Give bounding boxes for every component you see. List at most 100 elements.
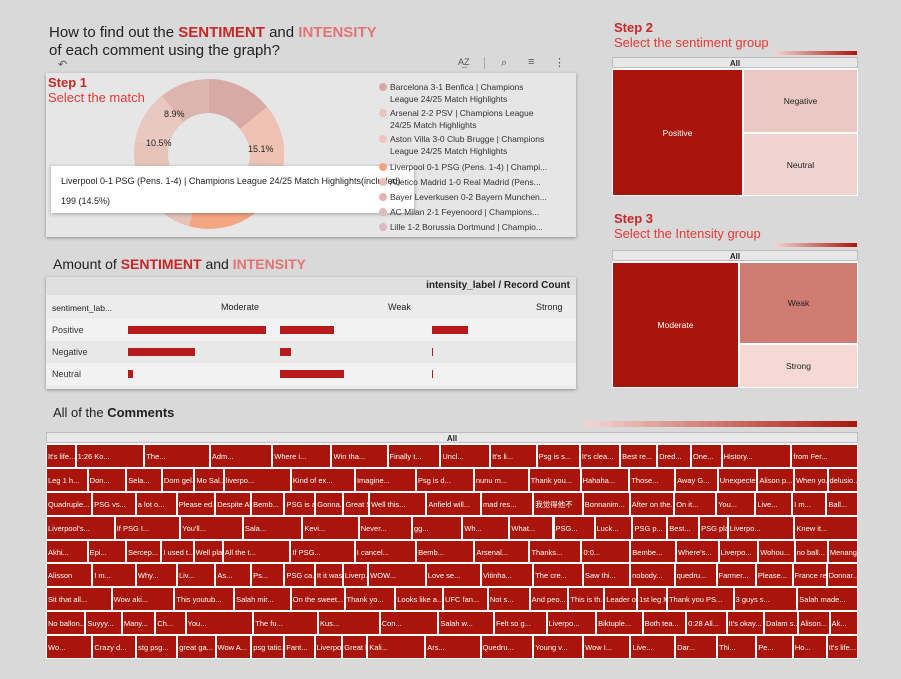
comment-tile[interactable]: Great Sav... bbox=[343, 491, 370, 516]
bar-neutral-weak[interactable] bbox=[280, 370, 344, 378]
comment-tile[interactable]: UFC fan... bbox=[443, 587, 488, 612]
comment-tile[interactable]: Liverp... bbox=[342, 563, 369, 588]
legend-item[interactable]: Aston Villa 3-0 Club Brugge | Champions L… bbox=[379, 133, 544, 157]
comment-tile[interactable]: Those... bbox=[629, 467, 676, 492]
comment-tile[interactable]: Quadruple... bbox=[46, 491, 93, 516]
comment-tile[interactable]: PSG ca... bbox=[284, 563, 315, 588]
comment-tile[interactable]: Don... bbox=[87, 467, 127, 492]
comment-tile[interactable]: Pe... bbox=[756, 635, 793, 659]
comment-tile[interactable]: Liv... bbox=[176, 563, 216, 588]
comment-tile[interactable]: Psg is s... bbox=[536, 444, 580, 468]
table-row[interactable]: Neutral bbox=[46, 363, 576, 385]
comment-tile[interactable]: Liverpo... bbox=[718, 539, 759, 564]
legend-item[interactable]: Lille 1-2 Borussia Dortmund | Champio... bbox=[379, 221, 543, 233]
legend-item[interactable]: Barcelona 3-1 Benfica | Champions League … bbox=[379, 81, 524, 105]
comment-tile[interactable]: It's clea... bbox=[579, 444, 621, 468]
comment-tile[interactable]: Where's... bbox=[676, 539, 719, 564]
comment-tile[interactable]: 0:0... bbox=[581, 539, 631, 564]
col-header-moderate[interactable]: Moderate bbox=[221, 302, 260, 312]
col-header-weak[interactable]: Weak bbox=[388, 302, 411, 312]
comment-tile[interactable]: Many... bbox=[121, 611, 156, 636]
bar-positive-strong[interactable] bbox=[432, 326, 468, 334]
comment-tile[interactable]: Crazy d... bbox=[92, 635, 137, 659]
comment-tile[interactable]: PSG played... bbox=[699, 515, 728, 540]
comment-tile[interactable]: Kali... bbox=[367, 635, 426, 659]
comment-tile[interactable]: Well pla... bbox=[193, 539, 223, 564]
comment-tile[interactable]: Liverpoo... bbox=[314, 635, 343, 659]
comment-tile[interactable]: Young v... bbox=[533, 635, 584, 659]
comment-tile[interactable]: WOW... bbox=[368, 563, 426, 588]
comment-tile[interactable]: Never... bbox=[358, 515, 412, 540]
comment-tile[interactable]: Please ed... bbox=[176, 491, 216, 516]
comment-tile[interactable]: Dalam s... bbox=[763, 611, 799, 636]
comment-tile[interactable]: I m... bbox=[792, 491, 827, 516]
comment-tile[interactable]: Looks like a... bbox=[395, 587, 444, 612]
comment-tile[interactable]: You... bbox=[716, 491, 756, 516]
comment-tile[interactable]: Bonnanim... bbox=[582, 491, 630, 516]
treemap-negative[interactable]: Negative bbox=[743, 69, 858, 133]
comment-tile[interactable]: Sit that all... bbox=[46, 587, 112, 612]
comment-tile[interactable]: Donnar... bbox=[826, 563, 858, 588]
comment-tile[interactable]: Psg is d... bbox=[415, 467, 474, 492]
bar-negative-weak[interactable] bbox=[280, 348, 291, 356]
table-row[interactable]: Negative bbox=[46, 341, 576, 363]
comment-tile[interactable]: Felt so g... bbox=[493, 611, 547, 636]
comment-tile[interactable]: Dred... bbox=[657, 444, 691, 468]
comment-tile[interactable]: Ps... bbox=[251, 563, 285, 588]
comment-tile[interactable]: Ball... bbox=[826, 491, 858, 516]
comment-tile[interactable]: Where i... bbox=[272, 444, 332, 468]
comment-tile[interactable]: Salah made... bbox=[797, 587, 858, 612]
comment-tile[interactable]: Mo Sal... bbox=[194, 467, 224, 492]
comment-tile[interactable]: PSG... bbox=[553, 515, 595, 540]
comment-tile[interactable]: Salah mir... bbox=[234, 587, 291, 612]
comment-tile[interactable]: Bemb... bbox=[416, 539, 475, 564]
donut-slice[interactable] bbox=[135, 96, 183, 147]
comment-tile[interactable]: Imagine... bbox=[354, 467, 416, 492]
comment-tile[interactable]: no ball... bbox=[794, 539, 828, 564]
comment-tile[interactable]: Kind of ex... bbox=[290, 467, 355, 492]
comment-tile[interactable]: Despite Alis... bbox=[215, 491, 252, 516]
comment-tile[interactable]: No ballon... bbox=[46, 611, 86, 636]
comment-tile[interactable]: Anfield will... bbox=[426, 491, 482, 516]
comment-tile[interactable]: Biktuple... bbox=[596, 611, 643, 636]
filter-icon[interactable]: ≡ bbox=[528, 56, 535, 68]
legend-item[interactable]: Liverpool 0-1 PSG (Pens. 1-4) | Champi..… bbox=[379, 161, 547, 173]
comment-tile[interactable]: It's life... bbox=[826, 635, 858, 659]
comment-tile[interactable]: Leg 1 h... bbox=[46, 467, 88, 492]
comment-tile[interactable]: Bembe... bbox=[630, 539, 677, 564]
comment-tile[interactable]: Finally t... bbox=[387, 444, 441, 468]
comment-tile[interactable]: When yo... bbox=[793, 467, 828, 492]
comment-tile[interactable]: I used t... bbox=[161, 539, 194, 564]
comment-tile[interactable]: Thank you... bbox=[528, 467, 581, 492]
comment-tile[interactable]: Live... bbox=[755, 491, 793, 516]
comment-tile[interactable]: Kus... bbox=[318, 611, 380, 636]
comment-tile[interactable]: nobody... bbox=[630, 563, 675, 588]
comment-tile[interactable]: 我觉得他不 bbox=[533, 491, 583, 516]
comment-tile[interactable]: Away G... bbox=[675, 467, 718, 492]
comment-tile[interactable]: After on the... bbox=[629, 491, 675, 516]
comment-tile[interactable]: Akhi... bbox=[46, 539, 88, 564]
comment-tile[interactable]: The... bbox=[144, 444, 210, 468]
comment-tile[interactable]: Bemb... bbox=[251, 491, 285, 516]
comment-tile[interactable]: 1:26 Ko... bbox=[75, 444, 145, 468]
comment-tile[interactable]: It's life... bbox=[46, 444, 76, 468]
comment-tile[interactable]: Live... bbox=[630, 635, 676, 659]
comment-tile[interactable]: PSG p... bbox=[632, 515, 668, 540]
comment-tile[interactable]: What... bbox=[509, 515, 554, 540]
comment-tile[interactable]: PSG is a... bbox=[284, 491, 316, 516]
comment-tile[interactable]: Ho... bbox=[792, 635, 827, 659]
donut-slice[interactable] bbox=[162, 79, 209, 122]
comment-tile[interactable]: a lot o... bbox=[135, 491, 177, 516]
comment-tile[interactable]: gg... bbox=[412, 515, 463, 540]
comment-tile[interactable]: nunu m... bbox=[473, 467, 529, 492]
comment-tile[interactable]: Great b... bbox=[342, 635, 368, 659]
comment-tile[interactable]: Please... bbox=[755, 563, 793, 588]
comment-tile[interactable]: 1st leg M... bbox=[637, 587, 667, 612]
treemap-all-header[interactable]: All bbox=[612, 57, 858, 68]
comment-tile[interactable]: Thank you PS... bbox=[666, 587, 734, 612]
comment-tile[interactable]: 3 guys s... bbox=[733, 587, 798, 612]
treemap-strong[interactable]: Strong bbox=[739, 344, 858, 388]
comment-tile[interactable]: I m... bbox=[92, 563, 136, 588]
comment-tile[interactable]: Alisson bbox=[46, 563, 93, 588]
comment-tile[interactable]: Win tha... bbox=[331, 444, 388, 468]
